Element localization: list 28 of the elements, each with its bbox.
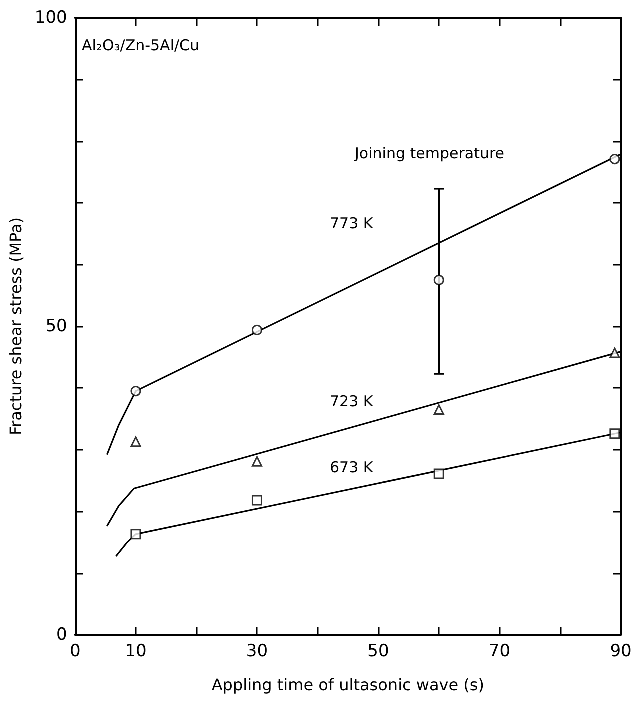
point [434,274,444,286]
point [130,436,142,448]
x-tick-label: 50 [368,642,390,662]
x-tick-label: 10 [125,642,147,662]
annotation: 773 K [330,214,374,232]
y-tick-label: 50 [46,316,68,336]
y-tick-label: 100 [34,8,68,28]
x-tick-label: 30 [246,642,268,662]
point [610,348,620,358]
x-tick-label: 0 [70,642,81,662]
point [130,529,142,540]
x-tick-label: 90 [610,642,632,662]
point [130,386,142,397]
y-tick-label: 0 [56,625,68,645]
point [610,428,620,440]
y-axis-title: Fracture shear stress (MPa) [6,217,26,436]
point [252,495,262,506]
point [610,154,620,165]
x-tick-label: 70 [488,642,511,662]
point [252,456,262,467]
annotation: 673 K [330,458,374,476]
point [434,468,444,480]
point [252,324,262,336]
annotation: Joining temperature [354,144,505,162]
point [434,404,444,416]
x-axis-title: Appling time of ultasonic wave (s) [212,676,484,694]
annotation: 723 K [330,392,374,410]
annotation: Al₂O₃/Zn-5Al/Cu [82,36,200,54]
